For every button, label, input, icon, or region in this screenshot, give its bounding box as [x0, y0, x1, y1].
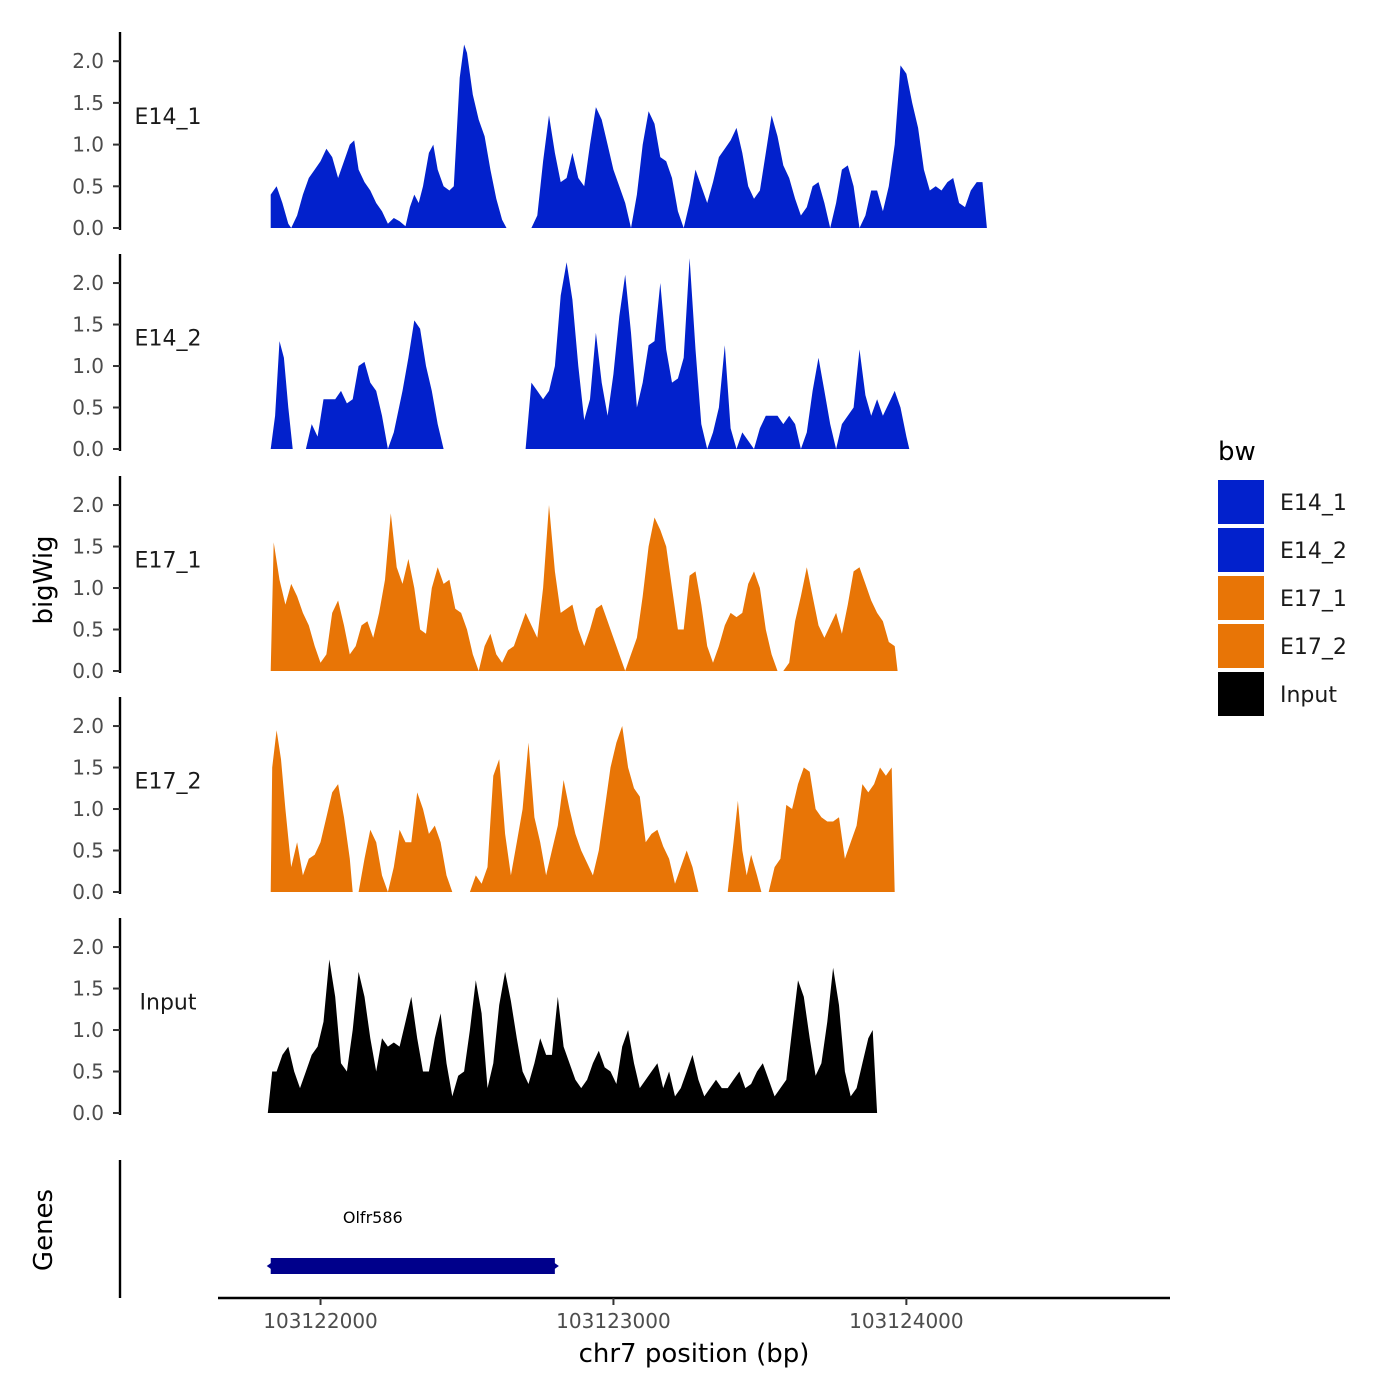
- coverage-area: [727, 800, 762, 892]
- y-tick-label: 1.5: [72, 977, 104, 1001]
- coverage-tracks: 0.0 0.5 1.0 1.5 2.0 E14_1 0.0 0.5 1.0 1.5 2.0 E14_2…: [72, 32, 987, 1125]
- y-tick-label: 2.0: [72, 714, 104, 738]
- y-tick-label: 1.5: [72, 313, 104, 337]
- coverage-area: [267, 959, 878, 1113]
- track-label: E14_2: [135, 327, 202, 352]
- coverage-area: [270, 730, 453, 892]
- coverage-area: [768, 767, 895, 892]
- legend-label: Input: [1280, 683, 1337, 708]
- y-tick-label: 1.5: [72, 756, 104, 780]
- y-tick-label: 0.5: [72, 396, 104, 420]
- y-tick-label: 0.5: [72, 618, 104, 642]
- y-tick-label: 1.0: [72, 576, 104, 600]
- legend-swatch: [1218, 624, 1264, 668]
- gene-strand-arrow-left: [266, 1259, 277, 1273]
- y-tick-label: 2.0: [72, 49, 104, 73]
- y-tick-label: 0.5: [72, 174, 104, 198]
- x-tick-label: 103123000: [556, 1309, 671, 1333]
- legend: bw E14_1 E14_2 E17_1 E17_2 Input: [1218, 437, 1347, 716]
- y-tick-label: 0.0: [72, 880, 104, 904]
- y-tick-label: 1.5: [72, 535, 104, 559]
- legend-swatch: [1218, 576, 1264, 620]
- y-tick-label: 1.5: [72, 91, 104, 115]
- legend-label: E14_2: [1280, 539, 1347, 564]
- y-tick-label: 1.0: [72, 1018, 104, 1042]
- y-tick-label: 0.0: [72, 1101, 104, 1125]
- legend-label: E14_1: [1280, 491, 1347, 516]
- gene-strand-arrow-right: [548, 1259, 559, 1273]
- track-e17-2: 0.0 0.5 1.0 1.5 2.0 E17_2: [72, 697, 895, 904]
- track-label: E14_1: [135, 105, 202, 130]
- track-label: E17_1: [135, 549, 202, 574]
- track-e14-2: 0.0 0.5 1.0 1.5 2.0 E14_2: [72, 254, 910, 461]
- y-tick-label: 0.0: [72, 216, 104, 240]
- y-tick-label: 1.0: [72, 797, 104, 821]
- track-e14-1: 0.0 0.5 1.0 1.5 2.0 E14_1: [72, 32, 987, 240]
- coverage-area: [783, 567, 898, 671]
- x-ticks: 103122000 103123000 103124000: [263, 1298, 964, 1333]
- x-tick-label: 103124000: [849, 1309, 964, 1333]
- track-label: E17_2: [135, 770, 202, 795]
- legend-swatch: [1218, 672, 1264, 716]
- y-tick-label: 2.0: [72, 493, 104, 517]
- y-tick-label: 2.0: [72, 271, 104, 295]
- y-tick-label: 0.0: [72, 437, 104, 461]
- x-axis: 103122000 103123000 103124000 chr7 positio…: [218, 1296, 1170, 1369]
- legend-items: E14_1 E14_2 E17_1 E17_2 Input: [1218, 480, 1347, 716]
- track-label: Input: [140, 991, 197, 1016]
- legend-swatch: [1218, 480, 1264, 524]
- legend-title: bw: [1218, 437, 1256, 467]
- coverage-area: [270, 505, 778, 671]
- legend-swatch: [1218, 528, 1264, 572]
- y-tick-label: 1.0: [72, 354, 104, 378]
- genes-track-title: Genes: [29, 1189, 59, 1271]
- coverage-area: [525, 258, 910, 449]
- legend-label: E17_1: [1280, 587, 1347, 612]
- x-axis-title: chr7 position (bp): [579, 1339, 810, 1369]
- y-tick-label: 0.5: [72, 1060, 104, 1084]
- y-tick-label: 0.0: [72, 659, 104, 683]
- genes-panel: Genes Olfr586: [29, 1160, 559, 1298]
- coverage-area: [270, 44, 507, 228]
- y-axis-title: bigWig: [29, 535, 59, 624]
- gene-label: Olfr586: [343, 1208, 403, 1227]
- x-tick-label: 103122000: [263, 1309, 378, 1333]
- y-tick-label: 0.5: [72, 839, 104, 863]
- legend-label: E17_2: [1280, 635, 1347, 660]
- track-input: 0.0 0.5 1.0 1.5 2.0 Input: [72, 918, 878, 1125]
- coverage-area: [531, 65, 987, 229]
- y-tick-label: 2.0: [72, 935, 104, 959]
- coverage-area: [270, 320, 444, 449]
- gene-body: [270, 1258, 555, 1274]
- y-tick-label: 1.0: [72, 133, 104, 157]
- coverage-area: [469, 726, 699, 892]
- track-e17-1: 0.0 0.5 1.0 1.5 2.0 E17_1: [72, 476, 898, 683]
- gene-glyphs: Olfr586: [266, 1208, 559, 1274]
